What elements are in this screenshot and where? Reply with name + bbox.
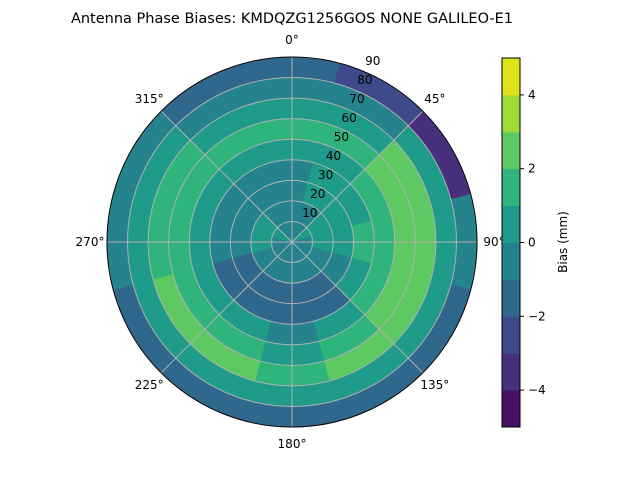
colorbar-tick-label: −2 bbox=[528, 309, 546, 323]
radial-tick-label: 10 bbox=[302, 206, 317, 220]
angle-tick-label: 270° bbox=[76, 235, 105, 249]
colorbar-band bbox=[502, 168, 520, 207]
radial-tick-label: 20 bbox=[310, 187, 325, 201]
angle-tick-label: 315° bbox=[135, 92, 164, 106]
angle-tick-label: 180° bbox=[278, 437, 307, 451]
angle-tick-label: 135° bbox=[420, 378, 449, 392]
radial-tick-label: 30 bbox=[318, 168, 333, 182]
angle-tick-label: 90° bbox=[483, 235, 504, 249]
colorbar-tick-label: 2 bbox=[528, 162, 536, 176]
angular-gridline bbox=[160, 110, 293, 243]
polar-grid bbox=[106, 56, 478, 428]
radial-tick-labels: 10 20 30 40 50 60 70 80 90 bbox=[302, 54, 380, 220]
radial-tick-label: 90 bbox=[365, 54, 380, 68]
colorbar-tick-label: 0 bbox=[528, 236, 536, 250]
angular-gridline bbox=[291, 241, 424, 374]
colorbar-tick-label: 4 bbox=[528, 88, 536, 102]
colorbar-band bbox=[502, 205, 520, 243]
radial-tick-label: 80 bbox=[357, 73, 372, 87]
radial-tick-label: 60 bbox=[342, 111, 357, 125]
colorbar-band bbox=[502, 279, 520, 317]
angle-tick-labels: 0° 45° 90° 135° 180° 225° 270° 315° bbox=[76, 33, 505, 451]
colorbar: −4 −2 0 2 4 bbox=[501, 57, 546, 428]
colorbar-band bbox=[502, 353, 520, 391]
radial-tick-label: 50 bbox=[334, 130, 349, 144]
colorbar-band bbox=[502, 316, 520, 354]
angle-tick-label: 0° bbox=[285, 33, 299, 47]
chart-title: Antenna Phase Biases: KMDQZG1256GOS NONE… bbox=[71, 11, 513, 27]
colorbar-band bbox=[502, 58, 520, 96]
colorbar-band bbox=[502, 390, 520, 428]
angular-gridline bbox=[160, 241, 293, 374]
radial-tick-label: 40 bbox=[326, 149, 341, 163]
polar-frame bbox=[106, 56, 478, 428]
angle-tick-label: 45° bbox=[424, 92, 445, 106]
angular-gridline bbox=[291, 110, 424, 243]
colorbar-tick-label: −4 bbox=[528, 383, 546, 397]
colorbar-band bbox=[502, 94, 520, 133]
colorbar-band bbox=[502, 242, 520, 280]
colorbar-label: Bias (mm) bbox=[556, 211, 570, 273]
angle-tick-label: 225° bbox=[135, 378, 164, 392]
colorbar-band bbox=[502, 131, 520, 170]
radial-tick-label: 70 bbox=[349, 92, 364, 106]
